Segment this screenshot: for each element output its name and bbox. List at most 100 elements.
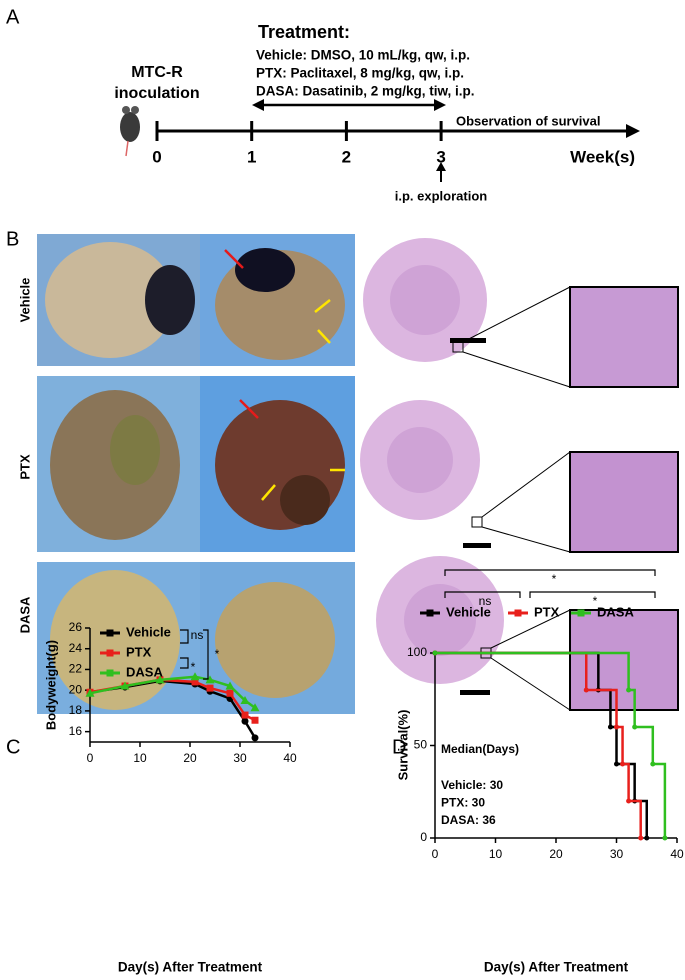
significance-label: * [215, 647, 220, 661]
point [607, 724, 613, 730]
legend-marker [106, 669, 114, 677]
observation-label: Observation of survival [456, 113, 601, 128]
significance-label: * [191, 660, 196, 674]
significance-label: ns [479, 594, 492, 608]
x-axis-label: Day(s) After Treatment [484, 960, 629, 975]
point [638, 835, 644, 841]
treatment-line: Vehicle: DMSO, 10 mL/kg, qw, i.p. [256, 48, 470, 63]
x-tick-label: 10 [133, 751, 147, 765]
median-entry: PTX: 30 [441, 796, 485, 810]
x-axis-label: Day(s) After Treatment [118, 960, 263, 975]
point [251, 716, 259, 724]
x-tick-label: 20 [549, 847, 563, 861]
legend-label: DASA [597, 604, 634, 619]
legend-marker [426, 609, 434, 617]
row-label: DASA [17, 596, 32, 633]
row-label: Vehicle [17, 278, 32, 323]
legend-label: PTX [534, 604, 560, 619]
y-tick-label: 26 [69, 620, 83, 634]
treatment-line: DASA: Dasatinib, 2 mg/kg, tiw, i.p. [256, 84, 475, 99]
point [614, 724, 619, 730]
x-tick-label: 20 [183, 751, 197, 765]
point [614, 761, 619, 767]
y-axis-label: Bodyweight(g) [43, 640, 58, 730]
significance-bracket [529, 591, 656, 598]
point [650, 761, 656, 767]
legend-label: Vehicle [126, 624, 171, 639]
unit-label: Week(s) [570, 147, 635, 166]
panel-label: D [392, 736, 406, 758]
x-tick-label: 0 [432, 847, 439, 861]
significance-label: * [552, 572, 557, 586]
inoculation-label: inoculation [114, 85, 199, 102]
legend-marker [106, 629, 114, 637]
panel-label: B [6, 228, 19, 250]
arrow-head [436, 162, 446, 171]
point [225, 681, 235, 690]
point [251, 734, 259, 742]
y-tick-label: 50 [414, 738, 428, 752]
median-entry: Vehicle: 30 [441, 778, 503, 792]
mouse-icon [120, 106, 140, 157]
point [190, 672, 200, 681]
legend-label: DASA [126, 664, 163, 679]
significance-bracket [203, 629, 209, 680]
panel-label: C [6, 736, 20, 758]
inoculation-label: MTC-R [131, 64, 183, 81]
point [191, 678, 199, 686]
point [620, 761, 626, 767]
point [644, 835, 650, 841]
legend-marker [577, 609, 585, 617]
x-tick-label: 30 [610, 847, 624, 861]
x-tick-label: 40 [670, 847, 684, 861]
y-axis-label: Survival(%) [395, 710, 410, 781]
point [662, 835, 668, 841]
x-tick-label: 40 [283, 751, 297, 765]
photo-grid [37, 234, 679, 714]
exploration-label: i.p. exploration [395, 188, 488, 203]
point [632, 724, 638, 730]
timeline-tick-label: 0 [152, 147, 161, 166]
significance-bracket [444, 591, 521, 598]
significance-bracket [444, 569, 656, 576]
point [206, 684, 214, 692]
significance-label: ns [191, 628, 204, 642]
median-title: Median(Days) [441, 742, 519, 756]
legend-marker [514, 609, 522, 617]
treatment-line: PTX: Paclitaxel, 8 mg/kg, qw, i.p. [256, 66, 464, 81]
legend-marker [106, 649, 114, 657]
point [240, 696, 250, 705]
x-tick-label: 10 [489, 847, 503, 861]
row-label: PTX [17, 454, 32, 480]
x-tick-label: 0 [87, 751, 94, 765]
panel-label: A [6, 6, 20, 28]
y-tick-label: 16 [69, 724, 83, 738]
point [85, 688, 95, 697]
significance-label: * [593, 594, 598, 608]
point [626, 687, 632, 693]
y-tick-label: 0 [420, 830, 427, 844]
y-tick-label: 24 [69, 641, 83, 655]
significance-bracket [180, 657, 189, 669]
legend-label: Vehicle [446, 604, 491, 619]
legend-label: PTX [126, 644, 152, 659]
point [626, 798, 632, 804]
timeline-tick-label: 2 [342, 147, 351, 166]
point [241, 717, 249, 725]
point [205, 675, 215, 684]
point [120, 681, 130, 690]
arrow-head [626, 124, 640, 138]
point [583, 687, 589, 693]
significance-bracket [180, 629, 189, 644]
y-tick-label: 20 [69, 682, 83, 696]
y-tick-label: 22 [69, 662, 83, 676]
point [155, 675, 165, 684]
treatment-title: Treatment: [258, 22, 350, 42]
y-tick-label: 18 [69, 703, 83, 717]
point [250, 703, 260, 712]
y-tick-label: 100 [407, 645, 427, 659]
point [226, 689, 234, 697]
timeline-tick-label: 1 [247, 147, 256, 166]
series-line [435, 651, 642, 838]
arrow-head [434, 99, 446, 111]
